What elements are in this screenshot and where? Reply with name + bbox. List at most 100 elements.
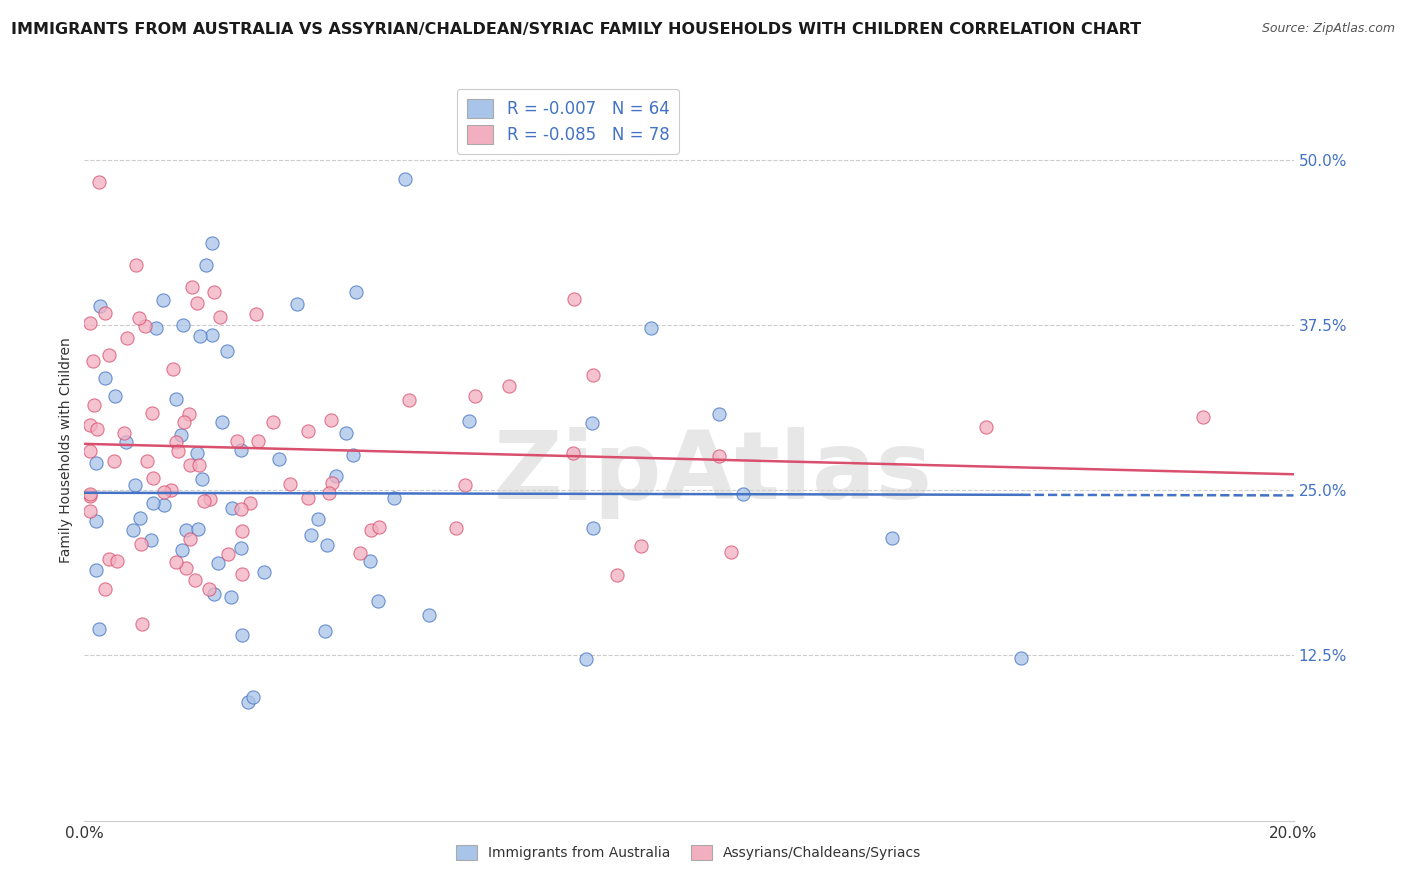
Point (360, 523, 382, 537)
Point (87, 623, 110, 637)
Point (172, 542, 194, 557)
Point (186, 446, 208, 460)
Point (128, 511, 150, 525)
Point (247, 434, 270, 448)
Point (562, 446, 585, 460)
Point (211, 415, 233, 429)
Point (253, 566, 276, 580)
Point (707, 407, 730, 421)
Point (454, 478, 477, 492)
Point (94, 582, 117, 596)
Point (307, 512, 329, 526)
Point (174, 524, 197, 538)
Point (83, 398, 105, 412)
Text: Source: ZipAtlas.com: Source: ZipAtlas.com (1261, 22, 1395, 36)
Point (575, 652, 598, 666)
Point (198, 582, 221, 596)
Point (342, 448, 364, 462)
Point (86, 421, 108, 435)
Point (187, 522, 209, 536)
Point (145, 321, 167, 335)
Point (173, 416, 195, 430)
Point (202, 587, 225, 601)
Point (79, 444, 101, 458)
Point (231, 566, 253, 581)
Point (359, 554, 381, 568)
Point (245, 308, 267, 322)
Legend: Immigrants from Australia, Assyrians/Chaldeans/Syriacs: Immigrants from Australia, Assyrians/Cha… (451, 839, 927, 865)
Point (141, 406, 163, 420)
Point (125, 259, 148, 273)
Point (181, 279, 204, 293)
Point (974, 420, 997, 434)
Point (174, 561, 197, 575)
Point (86, 514, 108, 528)
Point (207, 556, 229, 570)
Point (242, 690, 264, 704)
Point (731, 487, 754, 501)
Point (314, 624, 336, 638)
Point (229, 541, 252, 556)
Point (1011, 651, 1033, 665)
Point (219, 590, 242, 604)
Point (498, 378, 520, 392)
Point (418, 607, 440, 622)
Point (79, 316, 101, 330)
Point (226, 434, 249, 449)
Point (124, 477, 146, 491)
Point (398, 392, 420, 407)
Point (201, 235, 224, 250)
Point (640, 320, 662, 334)
Point (236, 695, 259, 709)
Point (201, 328, 224, 343)
Point (630, 540, 652, 554)
Point (79, 504, 101, 518)
Point (165, 435, 187, 450)
Point (136, 454, 159, 468)
Point (720, 545, 742, 559)
Point (82, 354, 104, 368)
Point (94, 371, 117, 385)
Point (142, 496, 165, 510)
Point (98, 348, 121, 362)
Point (86, 456, 108, 470)
Point (79, 487, 101, 501)
Point (179, 532, 201, 546)
Point (229, 502, 252, 516)
Point (299, 528, 322, 542)
Point (172, 318, 194, 332)
Point (170, 428, 193, 442)
Point (190, 329, 212, 343)
Point (89, 299, 111, 313)
Point (321, 476, 343, 491)
Point (103, 454, 125, 468)
Point (318, 486, 340, 500)
Point (297, 491, 319, 505)
Point (217, 343, 239, 358)
Point (165, 555, 187, 569)
Point (278, 477, 301, 491)
Point (131, 616, 153, 631)
Point (166, 392, 188, 406)
Point (368, 520, 391, 534)
Point (86, 563, 108, 577)
Point (582, 521, 605, 535)
Point (94, 306, 117, 320)
Point (104, 389, 127, 403)
Point (107, 554, 129, 568)
Point (297, 424, 319, 438)
Point (231, 443, 253, 458)
Point (239, 496, 262, 510)
Point (142, 471, 165, 485)
Point (267, 452, 290, 467)
Point (325, 469, 347, 483)
Point (581, 416, 603, 430)
Point (184, 574, 207, 588)
Point (152, 485, 174, 500)
Point (344, 285, 367, 299)
Point (231, 524, 253, 538)
Point (129, 537, 152, 551)
Point (880, 531, 903, 545)
Point (1192, 410, 1215, 425)
Point (394, 172, 416, 186)
